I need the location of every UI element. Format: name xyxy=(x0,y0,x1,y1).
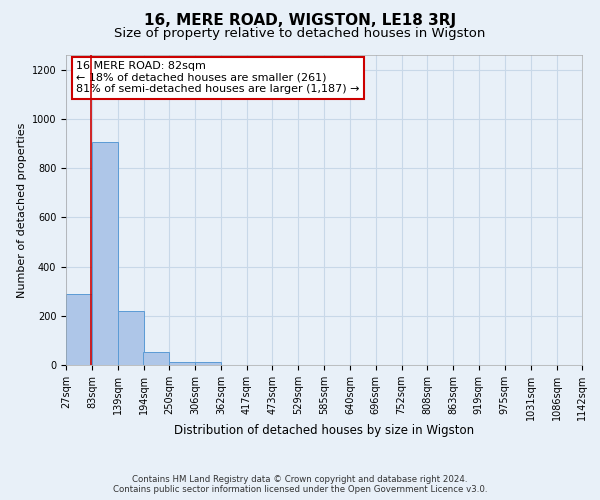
Bar xyxy=(195,362,221,365)
Bar xyxy=(66,294,92,365)
Y-axis label: Number of detached properties: Number of detached properties xyxy=(17,122,28,298)
Bar xyxy=(169,362,195,365)
Text: 16 MERE ROAD: 82sqm
← 18% of detached houses are smaller (261)
81% of semi-detac: 16 MERE ROAD: 82sqm ← 18% of detached ho… xyxy=(76,61,360,94)
Bar xyxy=(118,312,144,365)
X-axis label: Distribution of detached houses by size in Wigston: Distribution of detached houses by size … xyxy=(174,424,474,438)
Bar xyxy=(143,352,169,365)
Text: 16, MERE ROAD, WIGSTON, LE18 3RJ: 16, MERE ROAD, WIGSTON, LE18 3RJ xyxy=(144,12,456,28)
Text: Size of property relative to detached houses in Wigston: Size of property relative to detached ho… xyxy=(115,28,485,40)
Bar xyxy=(92,142,118,365)
Text: Contains HM Land Registry data © Crown copyright and database right 2024.
Contai: Contains HM Land Registry data © Crown c… xyxy=(113,474,487,494)
